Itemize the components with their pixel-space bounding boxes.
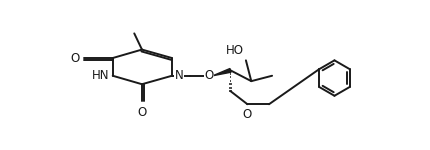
Polygon shape (212, 69, 230, 76)
Text: HN: HN (92, 69, 109, 82)
Text: HO: HO (226, 44, 244, 57)
Text: O: O (70, 52, 80, 64)
Text: O: O (242, 108, 252, 121)
Text: O: O (137, 106, 146, 119)
Text: O: O (204, 69, 213, 82)
Text: N: N (175, 69, 184, 82)
